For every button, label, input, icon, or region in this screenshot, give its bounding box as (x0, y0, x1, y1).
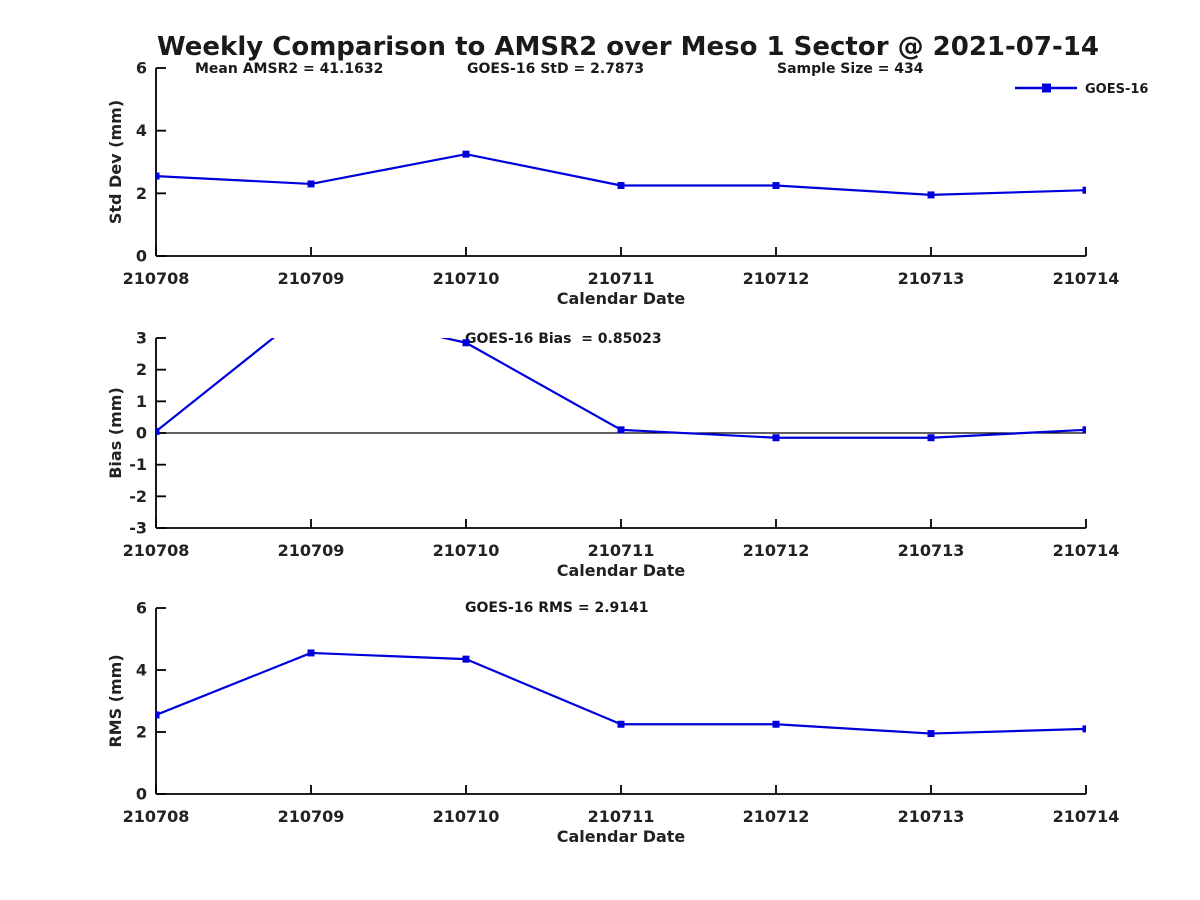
y-tick-label: -3 (129, 519, 147, 538)
xlabel-rms: Calendar Date (557, 827, 686, 846)
data-point-marker (617, 182, 625, 189)
x-tick-label: 210708 (123, 807, 190, 826)
x-tick-label: 210710 (433, 807, 500, 826)
annotation-goes16-std: GOES-16 StD = 2.7873 (467, 61, 644, 77)
ylabel-rms: RMS (mm) (106, 654, 125, 747)
rms-chart: 0 2 4 6 210708 210709 210710 210711 210712 210713… (123, 599, 1120, 827)
y-tick-label: 6 (136, 59, 147, 78)
data-point-marker (307, 649, 315, 657)
y-tick-label: 0 (136, 424, 147, 443)
xlabel-bias: Calendar Date (557, 561, 686, 580)
x-tick-label: 210709 (278, 807, 345, 826)
legend-label: GOES-16 (1085, 82, 1148, 97)
data-point-marker (772, 720, 780, 728)
data-point-marker (308, 304, 315, 311)
series-goes-16 (156, 649, 1086, 738)
std-dev-chart: 0 2 4 6 210708 210709 210710 210711 210712 210713… (123, 59, 1120, 289)
legend: GOES-16 (1015, 82, 1148, 97)
x-tick-label: 210713 (898, 541, 965, 560)
x-tick-label: 210711 (588, 269, 655, 288)
x-tick-label: 210713 (898, 269, 965, 288)
series-line (156, 338, 1086, 439)
y-tick-label: 1 (136, 392, 147, 411)
bias-chart: -3 -2 -1 0 1 2 3 210708 210709 210710 210711 210712… (123, 304, 1120, 561)
annotation-mean-amsr2: Mean AMSR2 = 41.1632 (195, 61, 383, 77)
series-goes-16 (156, 150, 1086, 199)
annotation-goes16-rms: GOES-16 RMS = 2.9141 (465, 600, 649, 616)
figure-title: Weekly Comparison to AMSR2 over Meso 1 S… (157, 32, 1099, 62)
x-tick-label: 210708 (123, 541, 190, 560)
y-tick-label: 2 (136, 184, 147, 203)
data-point-marker (156, 172, 160, 180)
x-tick-label: 210708 (123, 269, 190, 288)
ylabel-std-dev: Std Dev (mm) (106, 100, 125, 224)
x-tick-label: 210710 (433, 269, 500, 288)
data-point-marker (1082, 725, 1086, 733)
annotation-sample-size: Sample Size = 434 (777, 61, 924, 77)
x-tick-label: 210710 (433, 541, 500, 560)
annotation-goes16-bias: GOES-16 Bias = 0.85023 (465, 331, 662, 347)
data-point-marker (462, 150, 470, 158)
data-point-marker (307, 180, 315, 188)
x-tick-label: 210712 (743, 807, 810, 826)
data-point-marker (462, 655, 470, 663)
x-tick-label: 210714 (1053, 269, 1120, 288)
data-point-marker (156, 427, 160, 435)
y-tick-label: 0 (136, 247, 147, 266)
y-tick-label: 4 (136, 121, 147, 140)
x-tick-label: 210709 (278, 269, 345, 288)
x-tick-label: 210709 (278, 541, 345, 560)
data-point-marker (772, 182, 780, 189)
data-point-marker (927, 191, 935, 199)
series-goes-16 (156, 304, 1086, 442)
data-point-marker (462, 339, 470, 347)
y-tick-label: 6 (136, 599, 147, 618)
x-tick-label: 210712 (743, 269, 810, 288)
data-point-marker (927, 434, 935, 442)
xlabel-std-dev: Calendar Date (557, 289, 686, 308)
data-point-marker (927, 730, 935, 738)
y-tick-label: 3 (136, 329, 147, 348)
x-tick-label: 210714 (1053, 807, 1120, 826)
y-tick-label: 2 (136, 360, 147, 379)
ylabel-bias: Bias (mm) (106, 387, 125, 479)
data-point-marker (1082, 186, 1086, 194)
data-point-marker (617, 426, 625, 434)
x-tick-label: 210711 (588, 541, 655, 560)
data-point-marker (156, 711, 160, 719)
y-tick-label: 4 (136, 661, 147, 680)
x-tick-label: 210712 (743, 541, 810, 560)
x-tick-label: 210713 (898, 807, 965, 826)
y-tick-label: -2 (129, 487, 147, 506)
y-tick-label: 0 (136, 785, 147, 804)
data-point-marker (1082, 426, 1086, 434)
legend-marker (1042, 83, 1051, 93)
y-tick-label: 2 (136, 723, 147, 742)
data-point-marker (617, 720, 625, 728)
x-tick-label: 210711 (588, 807, 655, 826)
x-tick-label: 210714 (1053, 541, 1120, 560)
y-tick-label: -1 (129, 455, 147, 474)
data-point-marker (772, 434, 780, 442)
